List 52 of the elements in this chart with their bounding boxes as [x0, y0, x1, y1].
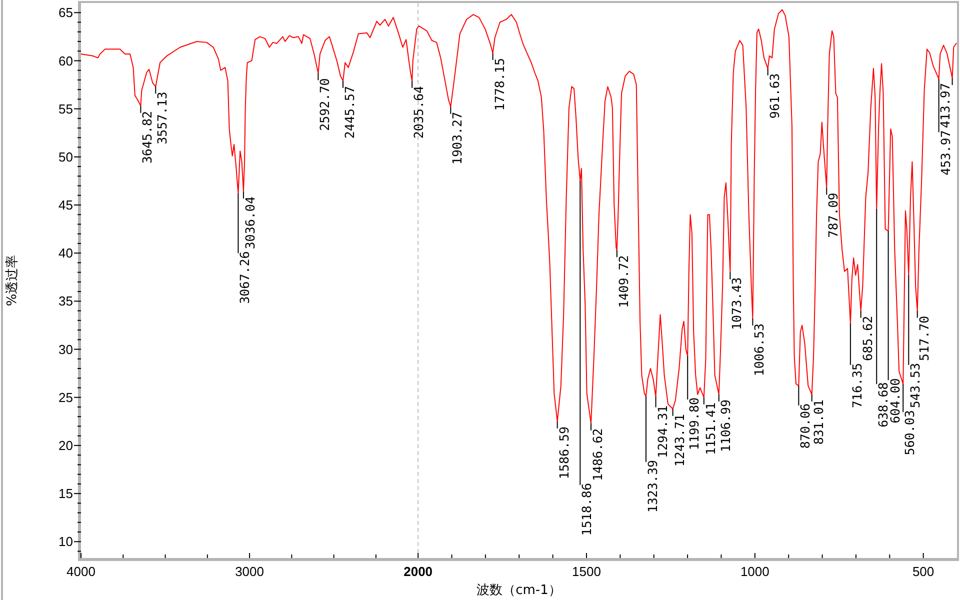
y-tick-label: 65 [58, 5, 73, 20]
y-tick-label: 60 [58, 53, 73, 68]
annotation: 1486.62 [590, 428, 606, 482]
y-tick-label: 25 [58, 390, 73, 405]
annotation: 1903.27 [450, 112, 465, 165]
x-tick-label: 3000 [235, 564, 264, 579]
annotation: 1151.41 [702, 402, 718, 456]
y-tick-label: 55 [58, 101, 73, 116]
annotation: 3036.04 [242, 196, 258, 250]
y-tick-label: 10 [58, 534, 73, 550]
y-axis-title: %透过率 [4, 254, 20, 306]
x-tick-label: 4000 [66, 564, 96, 579]
x-tick-label: 500 [912, 564, 934, 579]
y-tick-label: 50 [58, 149, 73, 164]
annotation: 1294.31 [654, 405, 670, 458]
annotation: 543.53 [908, 362, 923, 408]
annotation: 1778.15 [492, 58, 507, 111]
y-tick-label: 30 [58, 342, 73, 357]
annotation: 716.35 [849, 362, 864, 408]
x-tick-label: 2000 [404, 564, 433, 579]
y-tick-label: 35 [58, 294, 73, 309]
annotation: 870.06 [798, 403, 813, 449]
annotation: 3645.82 [140, 110, 155, 164]
annotation: 685.62 [860, 316, 875, 361]
annotation: 3557.13 [154, 92, 170, 144]
annotation: 1409.72 [616, 255, 631, 308]
annotation: 831.01 [810, 399, 826, 445]
annotation: 2445.57 [342, 86, 357, 139]
annotation: 1199.80 [686, 397, 702, 450]
annotation: 2035.64 [411, 86, 426, 139]
annotation: 961.63 [766, 73, 782, 119]
annotation: 1518.86 [579, 483, 594, 536]
x-tick-label: 1500 [572, 564, 601, 579]
y-tick-label: 20 [58, 438, 73, 454]
x-axis-title: 波数（cm-1） [476, 583, 562, 598]
y-tick-label: 45 [58, 198, 73, 213]
x-tick-label: 1000 [740, 564, 770, 579]
annotation: 3067.26 [237, 251, 252, 304]
annotation: 413.97 [937, 83, 952, 128]
annotation: 2592.70 [317, 78, 332, 131]
annotation: 517.70 [916, 316, 932, 361]
annotation: 1106.99 [718, 399, 733, 452]
annotation: 787.09 [826, 192, 841, 238]
y-tick-label: 40 [58, 246, 73, 261]
annotation: 560.03 [902, 410, 918, 456]
annotation: 1323.39 [644, 460, 660, 513]
annotation: 453.97 [938, 130, 953, 176]
annotation: 1073.43 [729, 277, 744, 330]
annotation: 1006.53 [752, 323, 767, 376]
y-tick-label: 15 [58, 486, 73, 502]
annotation: 1243.71 [672, 414, 687, 467]
annotation: 1586.59 [556, 426, 572, 480]
